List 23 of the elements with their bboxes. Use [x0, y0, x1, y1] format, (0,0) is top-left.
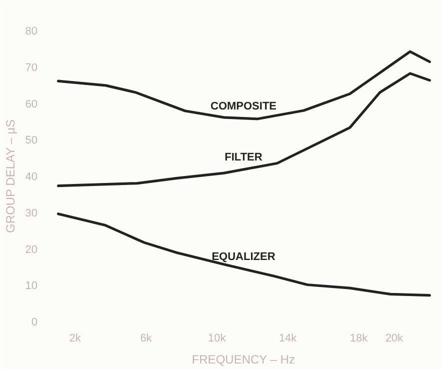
y-tick-label: 20: [25, 244, 38, 256]
series-label: COMPOSITE: [210, 100, 277, 112]
line-series: [56, 72, 431, 188]
series-label: FILTER: [224, 151, 262, 164]
y-tick-label: 70: [25, 62, 38, 74]
x-tick-label: 2k: [69, 332, 82, 344]
x-axis-title: FREQUENCY – Hz: [192, 352, 295, 366]
x-tick-label: 18k: [350, 332, 368, 344]
series-label: EQUALIZER: [212, 250, 276, 263]
y-tick-label: 80: [25, 26, 38, 38]
y-tick-label: 50: [25, 134, 38, 147]
x-tick-label: 14k: [278, 332, 298, 344]
x-tick-label: 10k: [208, 332, 226, 344]
y-axis-title: GROUP DELAY – µS: [3, 119, 18, 234]
y-tick-label: 10: [25, 280, 38, 292]
y-tick-label: 30: [25, 207, 38, 220]
y-tick-label: 40: [25, 171, 38, 183]
x-tick-label: 20k: [385, 332, 404, 344]
y-tick-label: 60: [25, 98, 38, 110]
line-series: [56, 212, 431, 297]
y-tick-label: 0: [31, 316, 38, 328]
x-tick-label: 6k: [140, 332, 152, 344]
line-series: [56, 50, 431, 120]
